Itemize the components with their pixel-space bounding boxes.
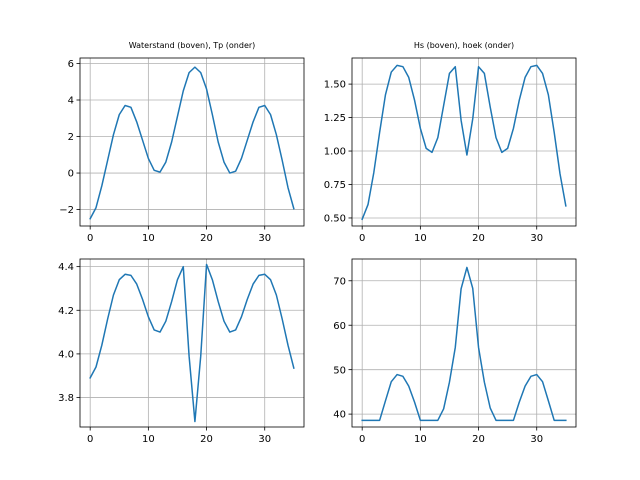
- series-line-1: [89, 66, 295, 220]
- y-tick-label: 1.00: [324, 147, 346, 158]
- x-tick-label: 10: [142, 233, 155, 244]
- y-tick-label: 0: [68, 169, 74, 180]
- x-tick-label: 30: [258, 233, 271, 244]
- x-tick-label: 0: [359, 434, 365, 445]
- y-tick-label: 50: [333, 365, 346, 376]
- axes-background: [80, 58, 304, 226]
- x-tick-label: 30: [258, 434, 271, 445]
- y-tick-label: 6: [68, 59, 74, 70]
- x-tick-label: 0: [359, 233, 365, 244]
- x-tick-label: 10: [142, 434, 155, 445]
- x-tick-label: 10: [414, 434, 427, 445]
- x-tick-label: 0: [87, 233, 93, 244]
- x-tick-label: 20: [200, 233, 213, 244]
- subplot-3: 0 10 20 30 3.8 4.0 4.2 4.4: [58, 258, 305, 445]
- subplot-2: 0 10 20 30 0.50 0.75 1.00 1.25 1.50 Hs (boven), h…: [324, 41, 577, 244]
- series-line-1: [361, 266, 567, 422]
- axes-frame: [351, 57, 577, 227]
- subplot-title: Hs (boven), hoek (onder): [414, 41, 514, 50]
- subplot-4: 0 10 20 30 40 50 60 70: [333, 258, 577, 445]
- axes-background: [352, 259, 576, 427]
- y-tick-label: 3.8: [58, 393, 74, 404]
- y-tick-label: 1.50: [324, 80, 346, 91]
- x-tick-label: 10: [414, 233, 427, 244]
- y-tick-label: 4: [68, 96, 74, 107]
- x-tick-label: 0: [87, 434, 93, 445]
- x-tick-label: 30: [530, 233, 543, 244]
- y-tick-label: 2: [68, 132, 74, 143]
- x-tick-label: 30: [530, 434, 543, 445]
- axes-background: [80, 259, 304, 427]
- axes-frame: [79, 258, 305, 428]
- y-tick-label: 0.50: [324, 214, 346, 225]
- y-tick-label: 60: [333, 321, 346, 332]
- subplot-title: Waterstand (boven), Tp (onder): [129, 41, 256, 50]
- x-tick-label: 20: [472, 233, 485, 244]
- series-line-1: [89, 263, 295, 423]
- axes-frame: [79, 57, 305, 227]
- y-tick-label: 4.4: [58, 262, 74, 273]
- y-tick-label: 70: [333, 276, 346, 287]
- y-tick-label: 0.75: [324, 180, 346, 191]
- x-tick-label: 20: [200, 434, 213, 445]
- y-tick-label: 40: [333, 410, 346, 421]
- x-tick-label: 20: [472, 434, 485, 445]
- y-tick-label: 4.2: [58, 306, 74, 317]
- y-tick-label: 4.0: [58, 350, 74, 361]
- axes-frame: [351, 258, 577, 428]
- subplot-1: 0 10 20 30 −2 0 2 4 6 Waterstand (boven), Tp (ond…: [59, 41, 305, 244]
- y-tick-label: −2: [59, 205, 74, 216]
- y-tick-label: 1.25: [324, 113, 346, 124]
- series-line-1: [361, 64, 567, 221]
